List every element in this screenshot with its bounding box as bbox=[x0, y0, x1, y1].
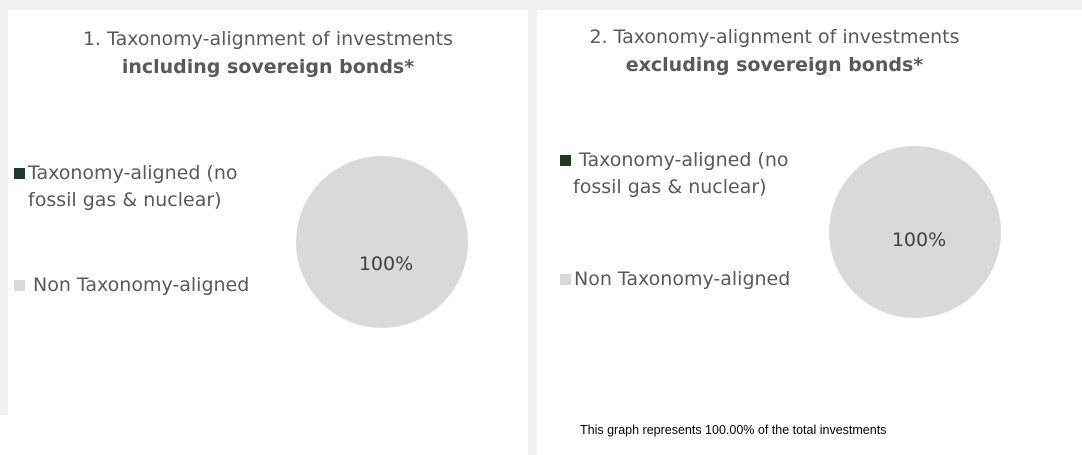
pie-slice-non-taxonomy-aligned bbox=[296, 156, 468, 328]
pie-slice-non-taxonomy-aligned bbox=[829, 146, 1001, 318]
legend-swatch-dark-green bbox=[14, 168, 25, 179]
legend-swatch-grey bbox=[14, 280, 25, 291]
legend-label: fossil gas & nuclear) bbox=[28, 189, 222, 211]
pie-data-label: 100% bbox=[359, 253, 413, 275]
pie-data-label: 100% bbox=[892, 229, 946, 251]
legend-swatch-grey bbox=[560, 274, 571, 285]
chart-title-line1: 2. Taxonomy-alignment of investments bbox=[589, 26, 960, 48]
legend-item-non-taxonomy-aligned: Non Taxonomy-aligned bbox=[537, 266, 837, 296]
legend-label: fossil gas & nuclear) bbox=[573, 176, 767, 198]
legend-label: Non Taxonomy-aligned bbox=[574, 268, 791, 290]
legend-label: Taxonomy-aligned (no bbox=[579, 149, 789, 171]
chart-panel-excluding-sovereign-bonds: 2. Taxonomy-alignment of investments exc… bbox=[537, 10, 1082, 455]
legend-item-taxonomy-aligned: Taxonomy-aligned (no fossil gas & nuclea… bbox=[8, 160, 308, 220]
chart-title-line1: 1. Taxonomy-alignment of investments bbox=[82, 28, 454, 50]
legend-item-non-taxonomy-aligned: Non Taxonomy-aligned bbox=[8, 272, 308, 302]
legend-item-taxonomy-aligned: Taxonomy-aligned (no fossil gas & nuclea… bbox=[537, 147, 837, 207]
chart-title-line2: excluding sovereign bonds* bbox=[625, 54, 924, 76]
chart-footnote: This graph represents 100.00% of the tot… bbox=[580, 423, 887, 437]
pie-chart: 100% bbox=[296, 156, 468, 328]
legend-label: Non Taxonomy-aligned bbox=[33, 274, 250, 296]
chart-title-line2: including sovereign bonds* bbox=[121, 56, 415, 78]
left-margin-strip bbox=[0, 415, 8, 455]
chart-panel-including-sovereign-bonds: 1. Taxonomy-alignment of investments inc… bbox=[8, 10, 528, 455]
legend-label: Taxonomy-aligned (no bbox=[28, 162, 238, 184]
pie-chart: 100% bbox=[829, 146, 1001, 318]
legend-swatch-dark-green bbox=[560, 155, 571, 166]
